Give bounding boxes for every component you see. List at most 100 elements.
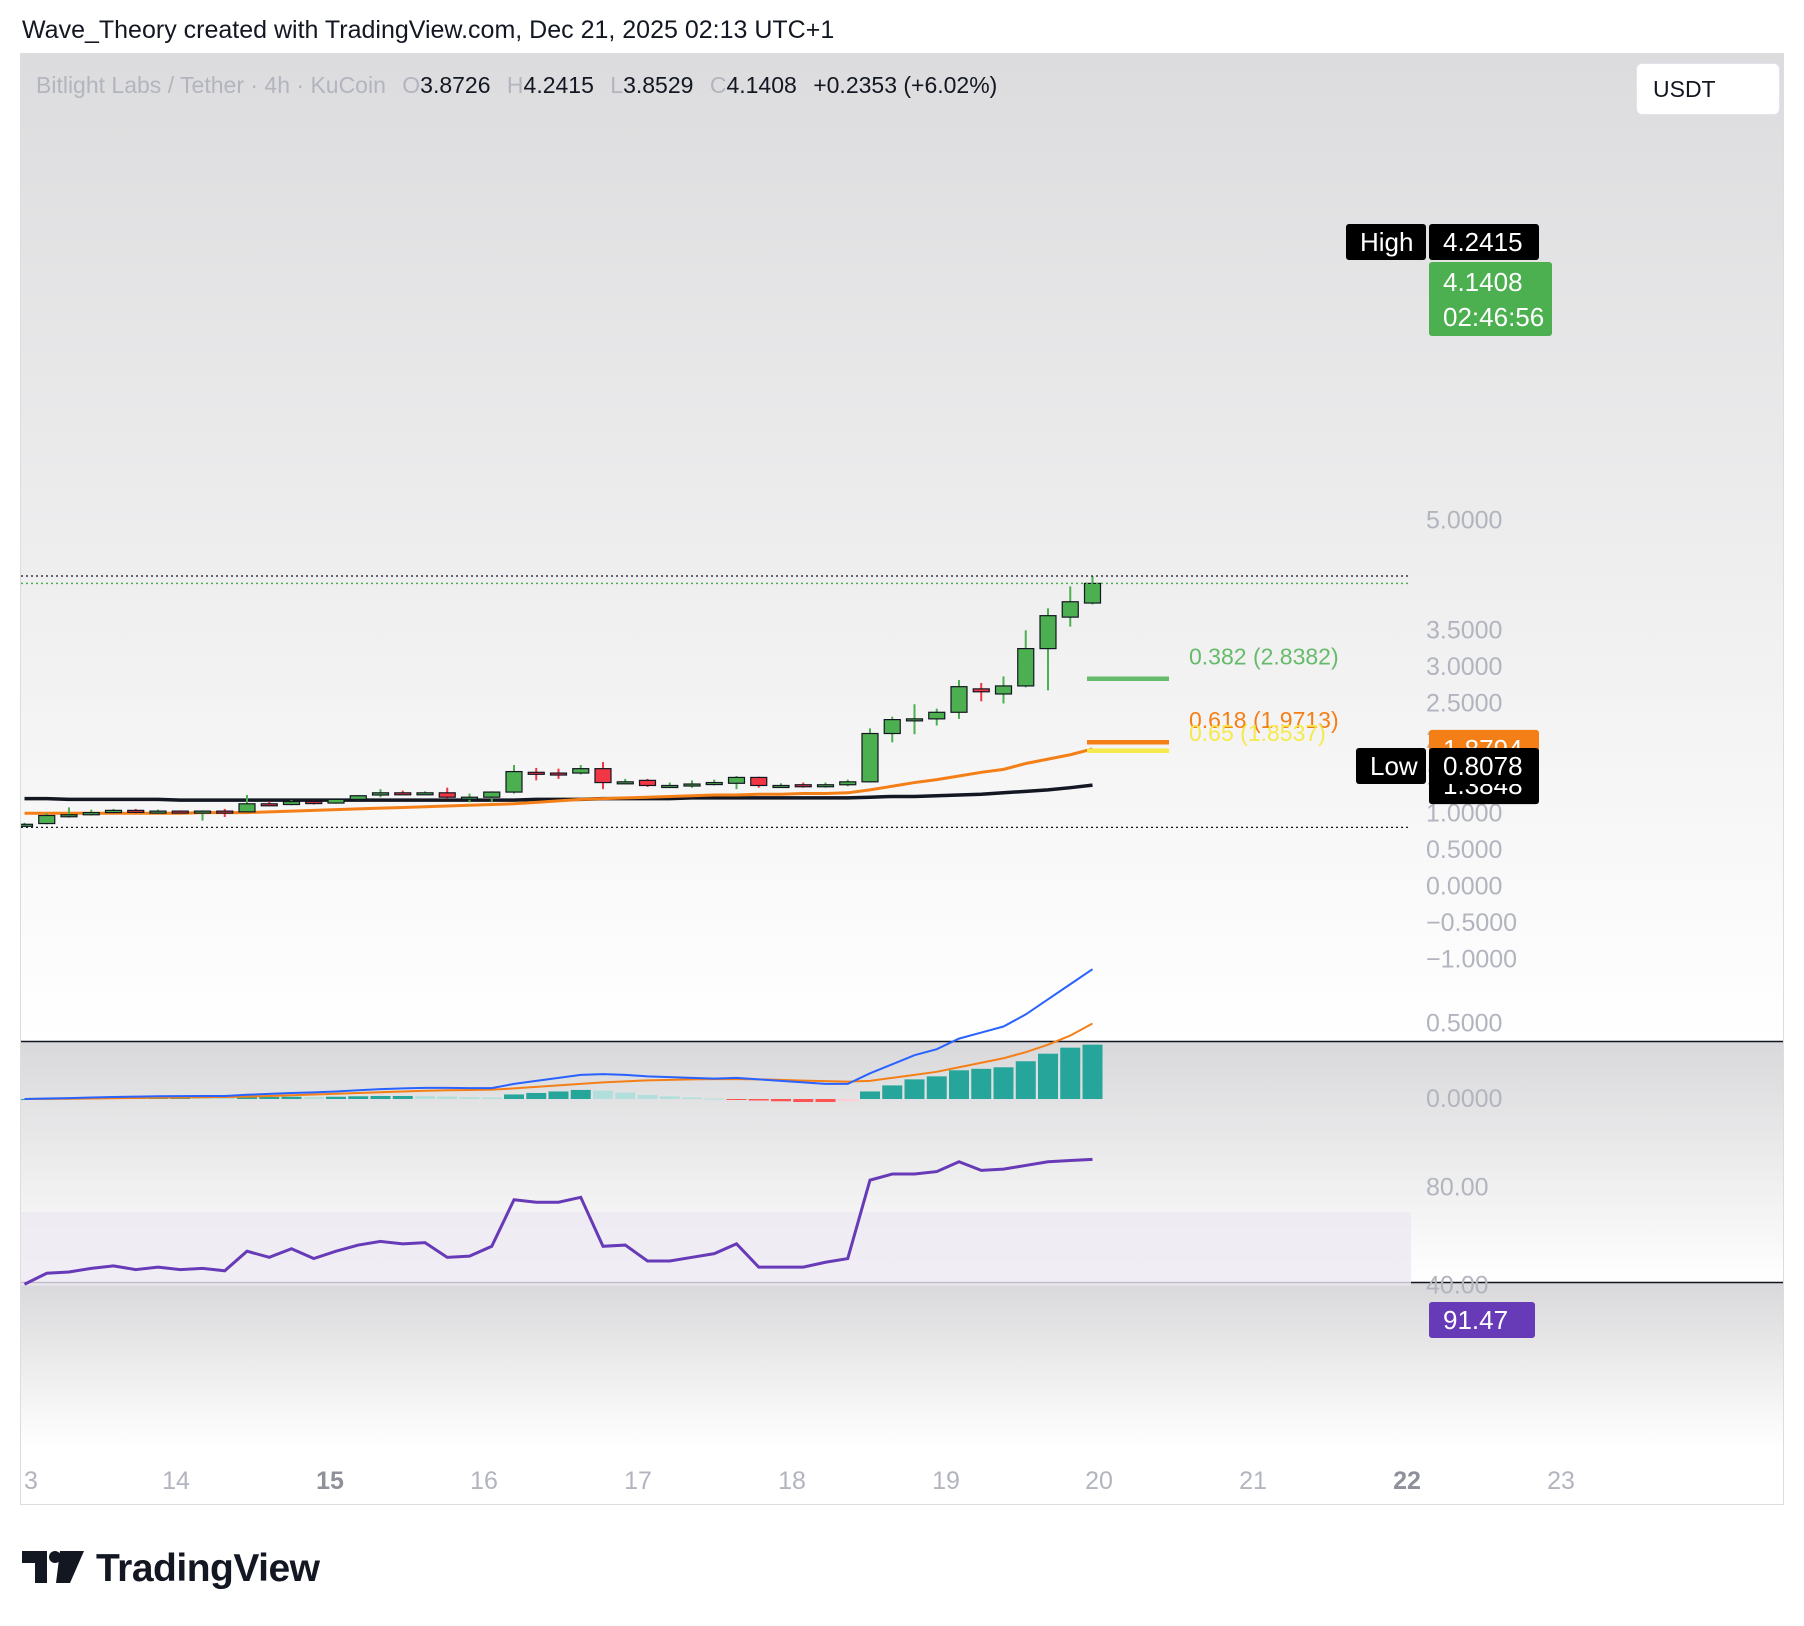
open-label: O <box>402 72 421 98</box>
macd-histogram-bar <box>303 1096 324 1099</box>
candle-body <box>905 718 924 722</box>
symbol-name[interactable]: Bitlight Labs / Tether · 4h · KuCoin <box>36 72 386 98</box>
macd-histogram-bar <box>459 1097 480 1099</box>
fib-level-label: 0.618 (1.9713) <box>1189 707 1339 733</box>
macd-histogram-bar <box>637 1094 658 1099</box>
candle-body <box>460 796 479 800</box>
candle-body <box>883 719 901 735</box>
macd-line <box>24 968 1094 1100</box>
rsi-axis-label: 80.00 <box>1426 1174 1489 1202</box>
macd-histogram-bar <box>860 1091 880 1099</box>
macd-histogram-bar <box>971 1068 992 1099</box>
change-value: +0.2353 (+6.02%) <box>813 72 998 98</box>
low-label: L <box>610 72 624 98</box>
candle-body <box>349 795 367 800</box>
candle-body <box>794 784 812 788</box>
candle-body <box>438 792 456 798</box>
time-axis-label: 18 <box>778 1467 806 1495</box>
macd-histogram-bar <box>704 1098 725 1100</box>
candle-body <box>594 768 612 784</box>
high-value: 4.2415 <box>1443 227 1523 257</box>
candle-body <box>104 809 123 814</box>
brand-name: TradingView <box>96 1547 320 1590</box>
macd-histogram-bar <box>415 1096 435 1099</box>
macd-histogram-bar <box>993 1067 1014 1099</box>
macd-signal-line <box>24 1022 1093 1100</box>
macd-histogram-bar <box>526 1092 547 1099</box>
low-value: 0.8078 <box>1443 751 1523 781</box>
brand-footer: TradingView <box>22 1545 320 1593</box>
candle-body <box>750 776 768 787</box>
macd-histogram-bar <box>348 1096 369 1099</box>
time-axis-label: 20 <box>1085 1467 1113 1495</box>
fibonacci-levels: 0.382 (2.8382) 0.618 (1.9713)0.65 (1.8537… <box>1087 644 1339 754</box>
candle-body <box>527 771 545 775</box>
candle-body <box>149 810 167 814</box>
macd-histogram-bar <box>1038 1053 1058 1099</box>
macd-histogram-bar <box>259 1096 280 1099</box>
rsi-band <box>21 1212 1411 1286</box>
macd-histogram-bar <box>882 1085 903 1099</box>
candle-body <box>839 781 857 786</box>
candle-body <box>705 781 723 786</box>
candle-body <box>950 686 968 713</box>
candle-body <box>683 783 701 787</box>
candle-body <box>972 688 990 693</box>
fib-level-label: 0.65 (1.8537) <box>1189 720 1326 746</box>
macd-histogram-bar <box>1015 1061 1036 1099</box>
candle-body <box>928 711 946 720</box>
high-label: H <box>506 72 524 98</box>
macd-histogram-bar <box>570 1089 591 1099</box>
price-axis-label: 3.0000 <box>1426 653 1502 681</box>
macd-histogram-bar <box>214 1097 235 1099</box>
time-axis-label: 14 <box>162 1467 190 1495</box>
macd-histogram-bar <box>837 1099 858 1102</box>
time-axis-label: 17 <box>624 1467 652 1495</box>
macd-histogram-bar <box>771 1099 791 1102</box>
macd-histogram-bar <box>281 1096 302 1099</box>
candle-body <box>1017 647 1035 687</box>
candle-body <box>394 792 412 796</box>
candle-body <box>60 814 78 818</box>
candle-body <box>572 768 590 774</box>
price-axis-label: 5.0000 <box>1426 507 1502 535</box>
low-label: Low <box>1370 751 1418 781</box>
candle-body <box>1083 582 1102 604</box>
candle-body <box>861 732 879 783</box>
candle-body <box>549 772 568 776</box>
currency-button[interactable]: USDT <box>1636 63 1780 115</box>
chart-canvas[interactable]: 5.00003.50003.00002.50002.00001.50001.00… <box>21 54 1784 1505</box>
price-pane-background <box>21 54 1783 1042</box>
high-value-bg <box>1429 224 1539 260</box>
macd-histogram-bar <box>748 1099 769 1101</box>
rsi-value: 91.47 <box>1443 1305 1508 1335</box>
macd-histogram-bar <box>437 1096 458 1099</box>
candle-body <box>238 803 256 813</box>
price-axis-label: 2.5000 <box>1426 690 1502 718</box>
candle-body <box>21 823 34 827</box>
candle-body <box>483 791 501 798</box>
price-axis-label: 3.5000 <box>1426 616 1502 644</box>
candle-body <box>416 792 434 796</box>
macd-histogram-bar <box>1082 1044 1103 1099</box>
candle-body <box>171 810 189 814</box>
rsi-value-bg <box>1429 1302 1535 1338</box>
symbol-legend[interactable]: Bitlight Labs / Tether · 4h · KuCoin O3.… <box>36 72 997 99</box>
candle-body <box>127 809 145 813</box>
time-axis-label: 16 <box>470 1467 498 1495</box>
time-axis-label: 3 <box>24 1467 38 1495</box>
macd-histogram-bar <box>904 1079 925 1099</box>
time-axis-label: 15 <box>316 1467 344 1495</box>
chart-container[interactable]: 5.00003.50003.00002.50002.00001.50001.00… <box>20 53 1784 1505</box>
macd-histogram-bar <box>949 1070 969 1099</box>
high-value: 4.2415 <box>523 72 594 98</box>
macd-histogram-bar <box>481 1097 502 1099</box>
last-price-bg <box>1429 262 1552 336</box>
macd-histogram-bar <box>682 1097 702 1099</box>
macd-histogram-bar <box>815 1099 836 1103</box>
candle-body <box>282 800 301 806</box>
macd-histogram-bar <box>793 1099 814 1103</box>
close-value: 4.1408 <box>726 72 797 98</box>
macd-histogram-bar <box>548 1091 569 1099</box>
candle-body <box>1061 601 1079 618</box>
